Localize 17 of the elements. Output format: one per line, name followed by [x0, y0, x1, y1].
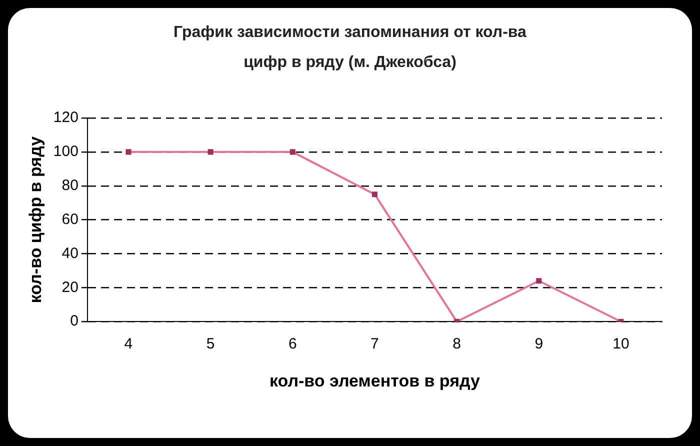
y-tick-label: 80 — [62, 177, 78, 194]
x-axis-title: кол-во элементов в ряду — [269, 371, 480, 390]
x-tick-label: 9 — [534, 336, 544, 353]
x-tick-label: 10 — [612, 336, 630, 353]
x-tick-label: 8 — [452, 336, 461, 353]
y-axis-title: кол-во цифр в ряду — [26, 136, 45, 304]
y-tick-label: 20 — [62, 278, 78, 296]
chart-title: График зависимости запоминания от кол-ва цифр в ряду (м. Джекобса) — [172, 23, 528, 73]
x-tick-label: 7 — [370, 336, 379, 353]
y-tick-label: 100 — [53, 143, 78, 160]
y-tick-label: 40 — [62, 244, 78, 262]
x-tick-label: 6 — [288, 336, 297, 353]
y-tick-label: 120 — [53, 109, 78, 126]
x-tick-label: 5 — [206, 336, 215, 353]
x-tick-label: 4 — [124, 336, 133, 353]
y-tick-label: 0 — [70, 312, 78, 330]
y-tick-label: 60 — [62, 210, 78, 228]
